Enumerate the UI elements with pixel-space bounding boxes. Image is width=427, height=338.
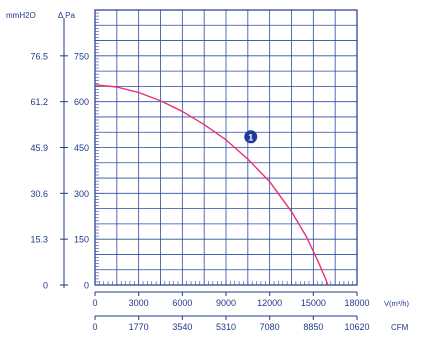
x-tick-label-m3h: 15000 (301, 298, 326, 308)
x-tick-label-cfm: 0 (92, 322, 97, 332)
x-tick-label-cfm: 10620 (344, 322, 369, 332)
x-tick-label-cfm: 3540 (172, 322, 192, 332)
plot-frame (94, 9, 358, 286)
y-tick-label-pa: 450 (74, 143, 89, 153)
y-tick-label-mmh2o: 45.9 (30, 143, 48, 153)
x-tick-label-m3h: 3000 (129, 298, 149, 308)
x-tick-label-m3h: 6000 (172, 298, 192, 308)
x-tick-label-m3h: 0 (92, 298, 97, 308)
y-tick-label-mmh2o: 61.2 (30, 97, 48, 107)
performance-curves: 1 (94, 84, 329, 286)
y-tick-label-mmh2o: 0 (43, 281, 48, 291)
x-tick-label-m3h: 18000 (344, 298, 369, 308)
grid-lines (94, 9, 358, 286)
y-tick-label-pa: 300 (74, 189, 89, 199)
x-axis-unit-m3h: V(m³/h) (384, 299, 410, 308)
x-tick-label-cfm: 7080 (260, 322, 280, 332)
x-tick-label-m3h: 12000 (257, 298, 282, 308)
performance-curve (94, 84, 329, 286)
y-axis-unit-mmh2o: mmH2O (6, 11, 36, 20)
y-tick-label-mmh2o: 76.5 (30, 51, 48, 61)
y-axis-unit-pa: Δ Pa (58, 11, 75, 20)
y-tick-label-pa: 600 (74, 97, 89, 107)
x-tick-label-cfm: 8850 (303, 322, 323, 332)
curve-marker-circle (244, 130, 258, 144)
x-tick-label-cfm: 1770 (129, 322, 149, 332)
y-tick-label-pa: 150 (74, 235, 89, 245)
curve-marker-label: 1 (248, 132, 253, 142)
axes (60, 9, 358, 320)
y-tick-label-mmh2o: 30.6 (30, 189, 48, 199)
x-tick-label-cfm: 5310 (216, 322, 236, 332)
x-axis-unit-cfm: CFM (391, 323, 409, 332)
y-tick-label-pa: 0 (84, 281, 89, 291)
y-tick-label-pa: 750 (74, 51, 89, 61)
x-tick-label-m3h: 9000 (216, 298, 236, 308)
y-tick-label-mmh2o: 15.3 (30, 235, 48, 245)
